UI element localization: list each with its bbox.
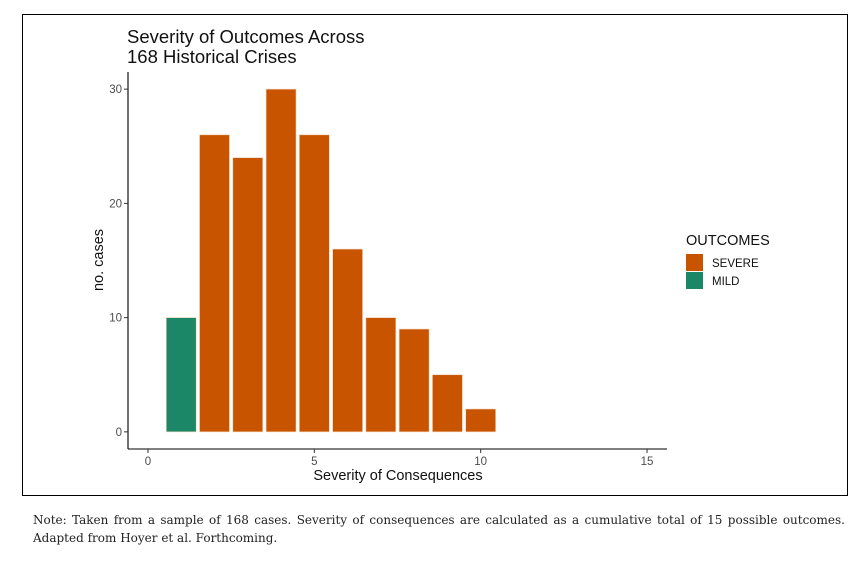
x-axis-title: Severity of Consequences [313,468,482,484]
legend-label-severe: SEVERE [712,258,759,270]
chart-title-line-1: Severity of Outcomes Across [127,26,365,47]
x-tick-label: 0 [145,456,151,468]
legend: OUTCOMES SEVERE MILD [686,233,770,289]
y-axis-title: no. cases [91,229,107,291]
x-tick-label: 5 [311,456,317,468]
legend-key-mild [686,272,703,289]
x-tick-label: 15 [641,456,654,468]
chart: Severity of Outcomes Across 168 Historic… [91,26,770,484]
y-tick-label: 20 [109,198,122,210]
x-tick-label: 10 [474,456,487,468]
bars-group [165,88,496,433]
legend-label-mild: MILD [712,276,739,288]
legend-title: OUTCOMES [686,233,770,249]
bar-severe-6 [332,248,363,433]
bar-severe-2 [199,134,230,433]
y-tick-label: 30 [109,84,122,96]
figure-note: Note: Taken from a sample of 168 cases. … [33,513,845,545]
bar-severe-8 [398,328,430,433]
bar-severe-10 [465,408,496,433]
bar-mild-1 [165,317,197,433]
bar-severe-7 [365,317,397,433]
legend-key-severe [686,254,703,271]
y-tick-label: 10 [109,313,122,325]
bar-severe-4 [265,88,297,433]
chart-title-line-2: 168 Historical Crises [127,46,297,67]
bar-severe-5 [299,134,330,433]
axes-group: 0 10 20 30 0 5 10 15 [109,72,667,468]
bar-severe-3 [232,157,264,433]
y-tick-label: 0 [116,427,122,439]
bar-severe-9 [432,374,463,433]
